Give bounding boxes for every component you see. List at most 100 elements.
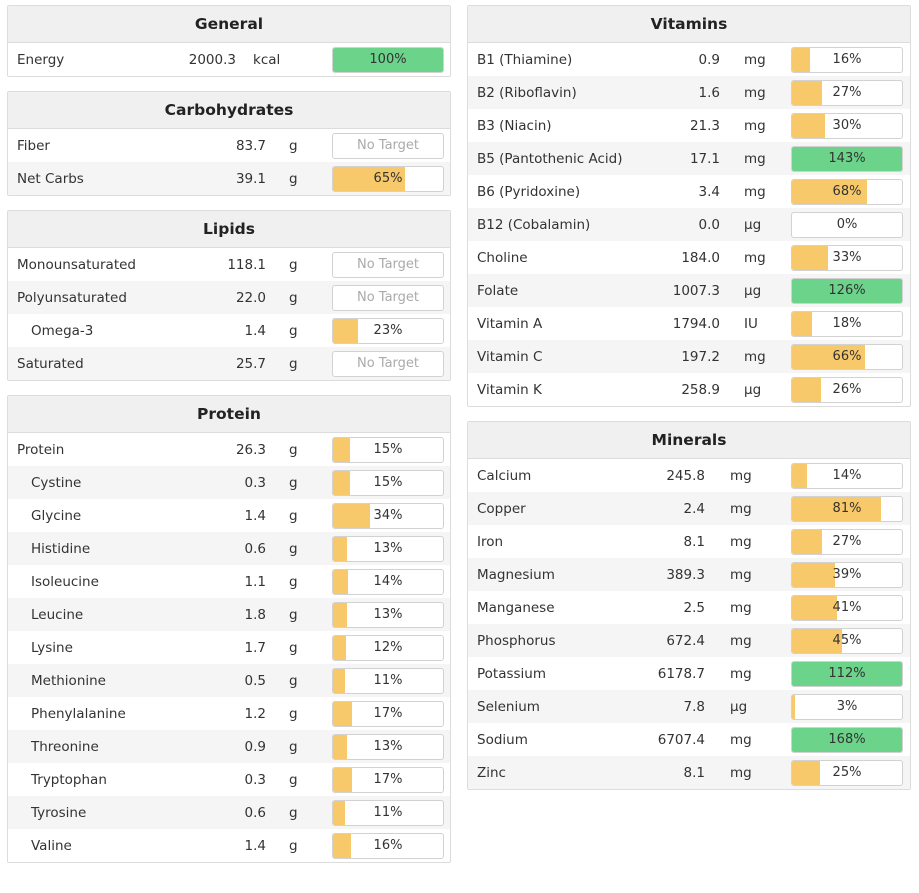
nutrient-row[interactable]: B3 (Niacin) 21.3 mg 30% <box>468 109 910 142</box>
nutrient-row[interactable]: Copper 2.4 mg 81% <box>468 492 910 525</box>
nutrient-row[interactable]: Tyrosine 0.6 g 11% <box>8 796 450 829</box>
target-progress-bar: 143% <box>791 146 903 172</box>
target-progress-bar: No Target <box>332 285 444 311</box>
nutrient-unit: mg <box>730 666 752 682</box>
nutrient-row[interactable]: Potassium 6178.7 mg 112% <box>468 657 910 690</box>
nutrient-amount: 1.2 <box>244 706 266 722</box>
nutrient-row[interactable]: Phenylalanine 1.2 g 17% <box>8 697 450 730</box>
nutrient-row[interactable]: Cystine 0.3 g 15% <box>8 466 450 499</box>
progress-label: 26% <box>832 382 862 397</box>
nutrient-unit: mg <box>744 118 766 134</box>
progress-label: 66% <box>832 349 862 364</box>
nutrient-row[interactable]: Manganese 2.5 mg 41% <box>468 591 910 624</box>
nutrient-row[interactable]: Leucine 1.8 g 13% <box>8 598 450 631</box>
nutrient-unit: mg <box>730 534 752 550</box>
panel-title: General <box>8 6 450 43</box>
nutrient-row[interactable]: Vitamin C 197.2 mg 66% <box>468 340 910 373</box>
target-progress-bar: 17% <box>332 701 444 727</box>
target-progress-bar: 16% <box>791 47 903 73</box>
nutrient-row[interactable]: Vitamin A 1794.0 IU 18% <box>468 307 910 340</box>
nutrient-row[interactable]: Tryptophan 0.3 g 17% <box>8 763 450 796</box>
nutrient-row[interactable]: Glycine 1.4 g 34% <box>8 499 450 532</box>
target-progress-bar: 34% <box>332 503 444 529</box>
nutrient-amount: 0.9 <box>698 52 720 68</box>
nutrient-name: B2 (Riboflavin) <box>477 85 577 101</box>
nutrient-name: Glycine <box>31 508 82 524</box>
progress-label: 34% <box>373 508 403 523</box>
nutrient-row[interactable]: Folate 1007.3 µg 126% <box>468 274 910 307</box>
progress-fill <box>792 312 812 336</box>
target-progress-bar: 39% <box>791 562 903 588</box>
nutrient-row[interactable]: B6 (Pyridoxine) 3.4 mg 68% <box>468 175 910 208</box>
nutrient-unit: g <box>289 706 298 722</box>
nutrient-row[interactable]: B12 (Cobalamin) 0.0 µg 0% <box>468 208 910 241</box>
nutrient-row[interactable]: Saturated 25.7 g No Target <box>8 347 450 380</box>
nutrient-row[interactable]: Phosphorus 672.4 mg 45% <box>468 624 910 657</box>
target-progress-bar: No Target <box>332 133 444 159</box>
nutrient-amount: 1.8 <box>244 607 266 623</box>
nutrient-row[interactable]: Threonine 0.9 g 13% <box>8 730 450 763</box>
nutrient-unit: mg <box>744 85 766 101</box>
progress-fill <box>333 537 348 561</box>
nutrient-row[interactable]: Selenium 7.8 µg 3% <box>468 690 910 723</box>
nutrient-name: B5 (Pantothenic Acid) <box>477 151 623 167</box>
nutrient-row[interactable]: Sodium 6707.4 mg 168% <box>468 723 910 756</box>
nutrient-row[interactable]: Magnesium 389.3 mg 39% <box>468 558 910 591</box>
progress-label: 16% <box>373 838 403 853</box>
nutrient-row[interactable]: Choline 184.0 mg 33% <box>468 241 910 274</box>
nutrient-row[interactable]: B5 (Pantothenic Acid) 17.1 mg 143% <box>468 142 910 175</box>
nutrient-name: Polyunsaturated <box>17 290 127 306</box>
nutrient-row[interactable]: Methionine 0.5 g 11% <box>8 664 450 697</box>
target-progress-bar: 14% <box>332 569 444 595</box>
nutrient-name: Lysine <box>31 640 73 656</box>
nutrient-row[interactable]: Calcium 245.8 mg 14% <box>468 459 910 492</box>
progress-label: 143% <box>828 151 866 166</box>
progress-label: 30% <box>832 118 862 133</box>
progress-fill <box>792 147 902 171</box>
nutrient-row[interactable]: Valine 1.4 g 16% <box>8 829 450 862</box>
nutrient-row[interactable]: Histidine 0.6 g 13% <box>8 532 450 565</box>
left-column: General Energy 2000.3 kcal 100% Carbohydrates… <box>7 5 451 877</box>
target-progress-bar: 11% <box>332 668 444 694</box>
progress-fill <box>792 114 825 138</box>
nutrient-amount: 197.2 <box>681 349 720 365</box>
nutrient-row[interactable]: B1 (Thiamine) 0.9 mg 16% <box>468 43 910 76</box>
nutrient-row[interactable]: Net Carbs 39.1 g 65% <box>8 162 450 195</box>
vitamins-panel: Vitamins B1 (Thiamine) 0.9 mg 16% B2 (Ribofla… <box>467 5 911 407</box>
target-progress-bar: 11% <box>332 800 444 826</box>
progress-label: No Target <box>356 356 420 371</box>
nutrient-row[interactable]: Iron 8.1 mg 27% <box>468 525 910 558</box>
nutrient-name: Potassium <box>477 666 547 682</box>
nutrient-row[interactable]: B2 (Riboflavin) 1.6 mg 27% <box>468 76 910 109</box>
progress-fill <box>333 801 346 825</box>
progress-fill <box>792 180 867 204</box>
nutrient-row[interactable]: Polyunsaturated 22.0 g No Target <box>8 281 450 314</box>
panel-title: Vitamins <box>468 6 910 43</box>
nutrient-amount: 83.7 <box>235 138 266 154</box>
nutrient-row[interactable]: Zinc 8.1 mg 25% <box>468 756 910 789</box>
nutrient-row[interactable]: Isoleucine 1.1 g 14% <box>8 565 450 598</box>
progress-label: 168% <box>828 732 866 747</box>
target-progress-bar: 13% <box>332 602 444 628</box>
nutrient-row[interactable]: Fiber 83.7 g No Target <box>8 129 450 162</box>
progress-label: 15% <box>373 475 403 490</box>
nutrient-unit: g <box>289 805 298 821</box>
nutrient-row[interactable]: Energy 2000.3 kcal 100% <box>8 43 450 76</box>
nutrient-row[interactable]: Lysine 1.7 g 12% <box>8 631 450 664</box>
nutrient-name: Choline <box>477 250 528 266</box>
target-progress-bar: 126% <box>791 278 903 304</box>
nutrient-amount: 17.1 <box>689 151 720 167</box>
nutrient-name: Zinc <box>477 765 506 781</box>
nutrient-row[interactable]: Omega-3 1.4 g 23% <box>8 314 450 347</box>
nutrient-name: Folate <box>477 283 519 299</box>
nutrient-row[interactable]: Vitamin K 258.9 µg 26% <box>468 373 910 406</box>
panel-title: Minerals <box>468 422 910 459</box>
progress-fill <box>333 603 348 627</box>
nutrient-amount: 8.1 <box>683 534 705 550</box>
progress-fill <box>333 48 443 72</box>
nutrient-row[interactable]: Monounsaturated 118.1 g No Target <box>8 248 450 281</box>
carbs-panel: Carbohydrates Fiber 83.7 g No Target Net Carb… <box>7 91 451 196</box>
nutrient-amount: 0.5 <box>244 673 266 689</box>
nutrient-unit: mg <box>744 349 766 365</box>
nutrient-row[interactable]: Protein 26.3 g 15% <box>8 433 450 466</box>
